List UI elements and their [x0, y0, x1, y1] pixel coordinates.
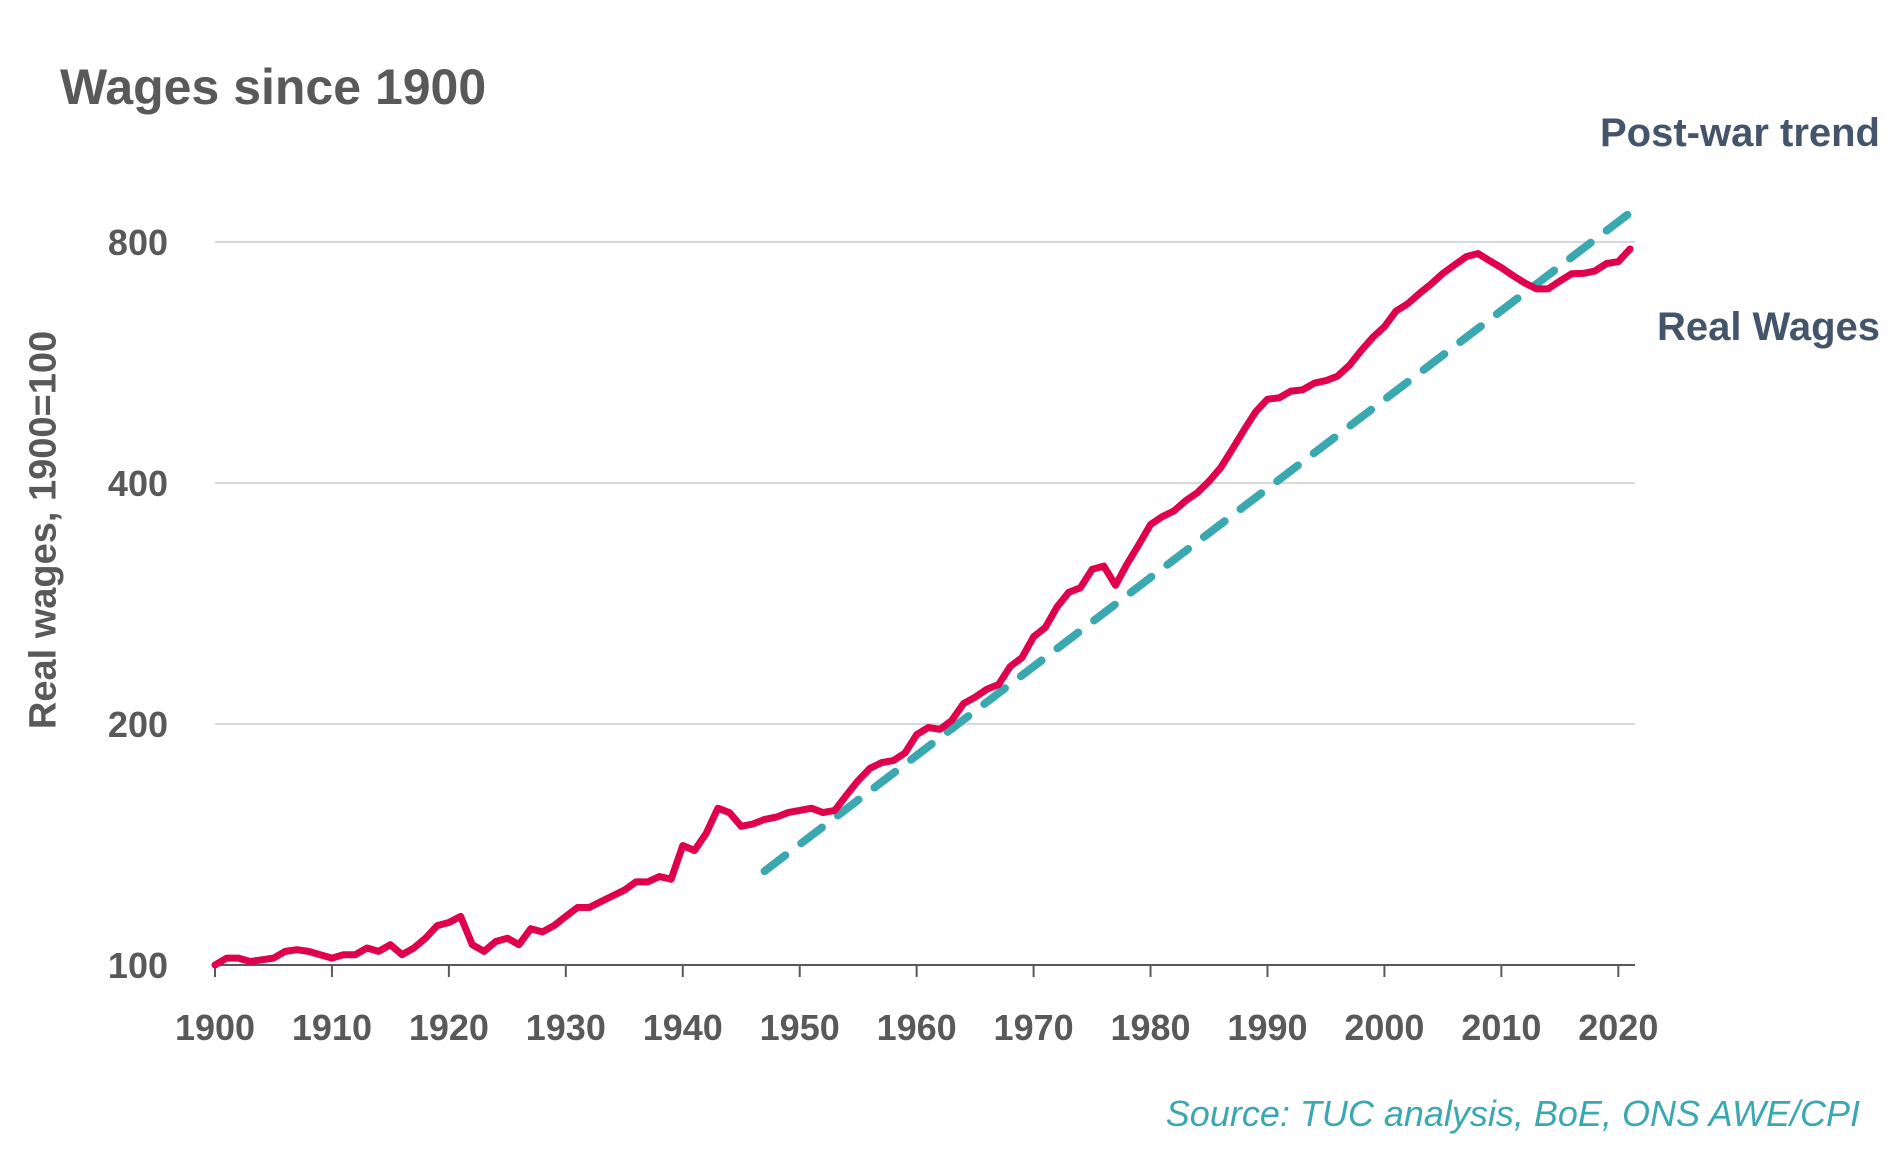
x-tick-1930: 1930 [526, 1007, 606, 1048]
x-tick-1960: 1960 [877, 1007, 957, 1048]
x-tick-1920: 1920 [409, 1007, 489, 1048]
y-tick-800: 800 [108, 222, 168, 263]
x-tick-1940: 1940 [643, 1007, 723, 1048]
x-tick-1980: 1980 [1110, 1007, 1190, 1048]
series-label-real-wages: Real Wages [1657, 305, 1880, 349]
y-tick-100: 100 [108, 945, 168, 986]
x-tick-labels: 1900 1910 1920 1930 1940 1950 1960 1970 1980 1990… [175, 1007, 1658, 1048]
series-line-real-wages [211, 245, 1634, 969]
chart-title: Wages since 1900 [60, 59, 487, 115]
x-tick-2010: 2010 [1461, 1007, 1541, 1048]
y-tick-200: 200 [108, 704, 168, 745]
x-tick-2020: 2020 [1578, 1007, 1658, 1048]
x-axis [214, 964, 1635, 977]
gridlines [215, 241, 1635, 725]
x-tick-1990: 1990 [1227, 1007, 1307, 1048]
source-note: Source: TUC analysis, BoE, ONS AWE/CPI [1165, 1093, 1860, 1134]
x-tick-1970: 1970 [994, 1007, 1074, 1048]
series-lines [211, 208, 1634, 969]
y-tick-400: 400 [108, 463, 168, 504]
x-tick-1900: 1900 [175, 1007, 255, 1048]
series-line-post-war-trend [760, 208, 1634, 876]
series-label-post-war-trend: Post-war trend [1600, 111, 1880, 155]
x-tick-1910: 1910 [292, 1007, 372, 1048]
y-tick-labels: 100 200 400 800 [108, 222, 168, 986]
x-tick-1950: 1950 [760, 1007, 840, 1048]
x-tick-2000: 2000 [1344, 1007, 1424, 1048]
series-labels: Post-war trend Real Wages [1600, 111, 1880, 349]
